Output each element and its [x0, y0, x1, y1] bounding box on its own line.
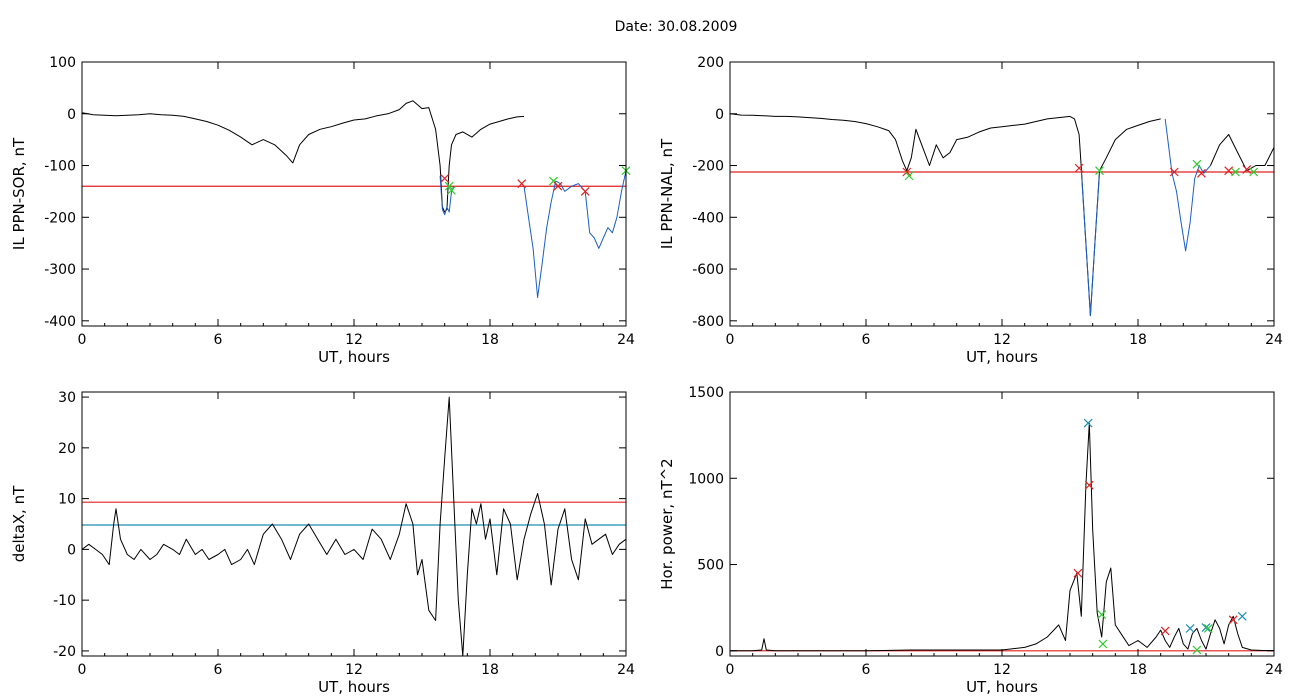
cross-marker-9	[1242, 164, 1252, 174]
x-tick-label: 0	[726, 662, 735, 678]
y-axis-label: Hor. power, nT^2	[658, 458, 676, 589]
y-tick-label: -100	[44, 159, 76, 175]
y-tick-label: -10	[53, 593, 76, 609]
x-tick-label: 24	[617, 662, 635, 678]
y-tick-label: -300	[44, 262, 76, 278]
plot-frame	[729, 61, 1275, 327]
cross-marker-10	[1228, 615, 1238, 625]
y-tick-label: 0	[715, 644, 724, 660]
cross-marker-2	[447, 185, 456, 195]
y-tick-label: 1500	[688, 385, 724, 401]
cross-marker-0	[440, 174, 450, 183]
y-tick-label: -200	[692, 159, 724, 175]
y-tick-label: 500	[697, 558, 724, 574]
cross-marker-2	[1074, 163, 1084, 173]
y-tick-label: 100	[49, 55, 76, 71]
cross-marker-7	[1224, 166, 1234, 176]
series-line-3	[1210, 134, 1274, 172]
y-tick-label: -20	[53, 644, 76, 660]
x-tick-label: 12	[345, 332, 363, 348]
cross-marker-11	[1237, 611, 1247, 621]
x-tick-label: 18	[481, 332, 499, 348]
x-axis-label: UT, hours	[966, 348, 1038, 366]
chart-panel-p2: 0 6 12 18 24 200 0 -200 -400 -600 -800 UT, hours IL …	[658, 55, 1283, 366]
chart-panel-p4: 0 6 12 18 24 1500 1000 500 0 UT, hours Hor. power,…	[658, 385, 1283, 696]
x-tick-label: 0	[78, 332, 87, 348]
x-axis-label: UT, hours	[318, 678, 390, 696]
cross-marker-4	[1098, 639, 1108, 649]
y-tick-label: 0	[67, 542, 76, 558]
y-tick-label: -200	[44, 210, 76, 226]
x-tick-label: 0	[78, 662, 87, 678]
y-tick-label: 200	[697, 55, 724, 71]
cross-marker-10	[1249, 167, 1259, 177]
series-line-1	[1080, 170, 1100, 317]
series-line-2	[1164, 118, 1211, 252]
x-tick-label: 24	[1265, 662, 1283, 678]
cross-marker-3	[1095, 166, 1104, 176]
y-tick-label: 0	[67, 107, 76, 123]
chart-panel-p1: 0 6 12 18 24 100 0 -100 -200 -300 -400 UT, hours IL …	[10, 55, 635, 366]
x-tick-label: 24	[617, 332, 635, 348]
x-tick-label: 18	[1129, 332, 1147, 348]
series-line-0	[730, 113, 1161, 317]
y-axis-label: deltaX, nT	[10, 485, 28, 562]
x-tick-label: 6	[214, 662, 223, 678]
cross-marker-2	[1073, 568, 1083, 578]
x-tick-label: 12	[993, 662, 1011, 678]
y-tick-label: 30	[58, 390, 76, 406]
chart-panel-p3: 0 6 12 18 24 30 20 10 0 -10 -20 UT, hours deltaX, nT	[10, 390, 635, 696]
series-line-0	[82, 100, 525, 213]
y-tick-label: 20	[58, 441, 76, 457]
x-axis-label: UT, hours	[966, 678, 1038, 696]
cross-marker-3	[1097, 610, 1107, 620]
plot-frame	[729, 391, 1275, 657]
cross-marker-9	[1203, 623, 1213, 633]
x-tick-label: 24	[1265, 332, 1283, 348]
y-tick-label: -600	[692, 262, 724, 278]
plot-frame	[81, 61, 627, 327]
cross-marker-8	[1201, 623, 1211, 632]
x-tick-label: 12	[345, 662, 363, 678]
x-tick-label: 12	[993, 332, 1011, 348]
series-line-0	[82, 396, 626, 656]
y-axis-label: IL PPN-NAL, nT	[658, 138, 676, 249]
cross-marker-3	[517, 179, 527, 189]
series-line-0	[730, 422, 1274, 652]
x-tick-label: 18	[1129, 662, 1147, 678]
cross-marker-5	[553, 181, 563, 191]
cross-marker-6	[580, 186, 590, 196]
y-tick-label: 1000	[688, 471, 724, 487]
x-tick-label: 0	[726, 332, 735, 348]
page-title: Date: 30.08.2009	[614, 19, 738, 35]
x-tick-label: 18	[481, 662, 499, 678]
cross-marker-4	[1169, 167, 1179, 177]
cross-marker-6	[1185, 623, 1195, 633]
series-line-1	[439, 175, 455, 216]
series-line-2	[523, 170, 626, 298]
y-tick-label: -800	[692, 314, 724, 330]
cross-marker-1	[444, 181, 454, 191]
y-tick-label: -400	[44, 314, 76, 330]
y-axis-label: IL PPN-SOR, nT	[10, 137, 28, 250]
x-axis-label: UT, hours	[318, 348, 390, 366]
cross-marker-1	[1084, 480, 1094, 490]
cross-marker-8	[1231, 167, 1240, 177]
cross-marker-5	[1192, 159, 1202, 169]
y-tick-label: -400	[692, 210, 724, 226]
cross-marker-0	[1083, 418, 1093, 428]
cross-marker-6	[1197, 168, 1206, 178]
x-tick-label: 6	[214, 332, 223, 348]
x-tick-label: 6	[862, 332, 871, 348]
x-tick-label: 6	[862, 662, 871, 678]
y-tick-label: 0	[715, 107, 724, 123]
cross-marker-5	[1160, 626, 1170, 636]
cross-marker-1	[904, 171, 914, 181]
cross-marker-7	[1192, 645, 1202, 655]
y-tick-label: 10	[58, 492, 76, 508]
